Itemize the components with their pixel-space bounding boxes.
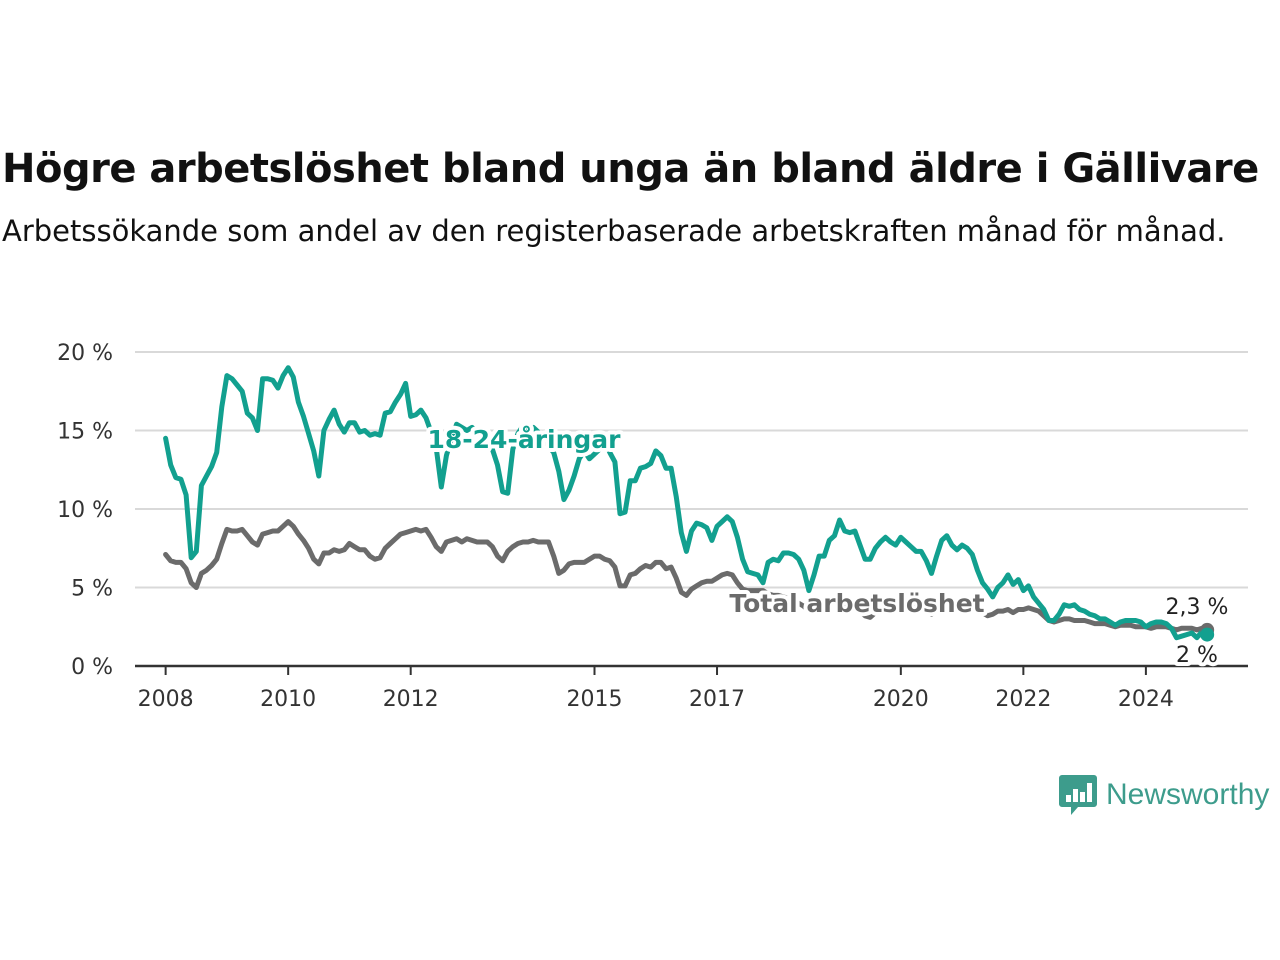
end-value-total-halo: 2,3 %	[1166, 595, 1229, 620]
series-line	[163, 519, 1210, 633]
end-value-youth-halo: 2 %	[1176, 643, 1218, 668]
series-label-total: Total arbetslöshet	[729, 589, 984, 618]
series-lines	[163, 365, 1210, 641]
newsworthy-logo: Newsworthy	[1058, 773, 1269, 817]
y-axis: 0 % 5 % 10 % 15 % 20 %	[57, 341, 113, 680]
y-tick-label: 5 %	[71, 577, 113, 602]
end-value-youth: 2 %	[1176, 643, 1218, 668]
chart-title: Högre arbetslöshet bland unga än bland ä…	[2, 146, 1259, 192]
series-label-youth-halo: 18-24-åringar	[428, 425, 622, 454]
x-axis: 2008 2010 2012 2015 2017 2020 2022 2024	[135, 664, 1248, 712]
y-tick-label: 20 %	[57, 341, 113, 366]
gridlines	[135, 351, 1248, 589]
line-chart: 0 %5 %10 %15 %20 % 2008 2010 2012 2015 2017 2…	[57, 341, 1248, 712]
bar-chart-icon	[1059, 775, 1097, 815]
end-point	[1200, 627, 1215, 642]
x-tick-label: 2010	[260, 687, 316, 712]
x-tick-label: 2015	[566, 687, 622, 712]
series-label-youth: 18-24-åringar	[428, 425, 622, 454]
x-tick-label: 2020	[873, 687, 929, 712]
series-line	[163, 365, 1210, 641]
x-tick-label: 2008	[138, 687, 194, 712]
brand-name: Newsworthy	[1106, 778, 1270, 811]
x-tick-label: 2022	[995, 687, 1051, 712]
y-tick-label: 10 %	[57, 498, 113, 523]
y-tick-label: 0 %	[71, 655, 113, 680]
x-tick-label: 2024	[1118, 687, 1174, 712]
end-value-total: 2,3 %	[1166, 595, 1229, 620]
series-label-total-halo: Total arbetslöshet	[729, 589, 984, 618]
x-tick-label: 2012	[383, 687, 439, 712]
chart-subtitle: Arbetssökande som andel av den registerb…	[2, 214, 1226, 248]
x-tick-label: 2017	[689, 687, 745, 712]
y-tick-label: 15 %	[57, 420, 113, 445]
